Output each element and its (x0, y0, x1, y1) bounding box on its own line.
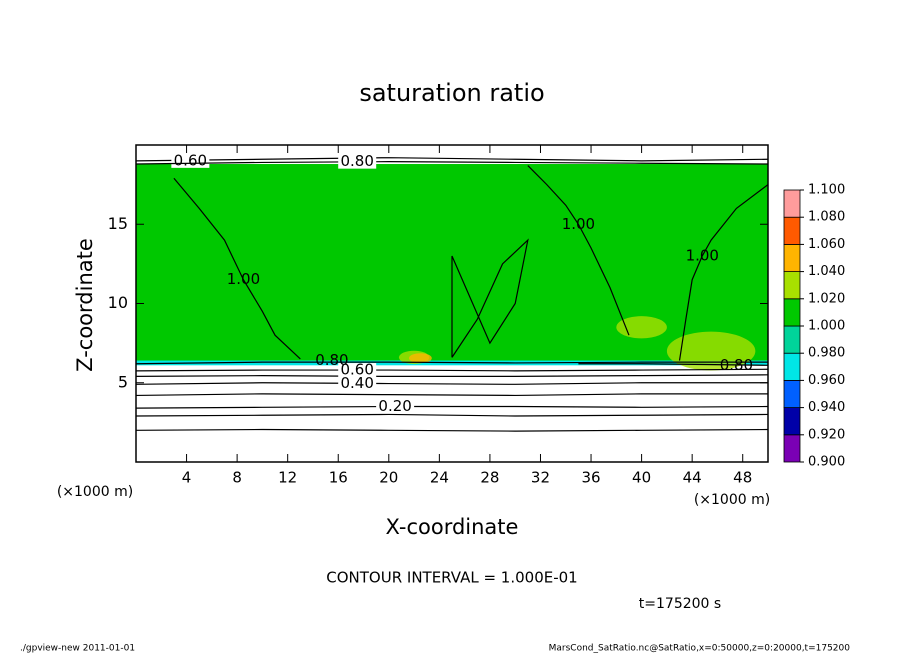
colorbar-band (783, 325, 801, 354)
field-spot (666, 331, 756, 371)
plot-area: 0.200.400.600.80 0.800.60 0.801.001.001.00 (136, 151, 768, 432)
contour-label: 0.60 (340, 361, 373, 379)
contour-label: 0.80 (340, 152, 373, 170)
y-axis-label: Z-coordinate (73, 238, 97, 372)
chart-title: saturation ratio (359, 79, 544, 107)
field-spot (409, 353, 432, 364)
colorbar-tick-label: 0.920 (808, 427, 845, 442)
contour-label: 0.20 (378, 397, 411, 415)
y-tick-label: 10 (108, 293, 128, 312)
x-tick-label: 48 (733, 469, 752, 487)
contour-line (578, 363, 768, 366)
colorbar-band (783, 298, 801, 327)
colorbar-band (783, 407, 801, 436)
contour-line (136, 368, 768, 372)
colorbar-band (783, 271, 801, 300)
contour-line (451, 238, 529, 358)
x-tick-label: 32 (531, 469, 550, 487)
contour-line (678, 184, 768, 361)
footer: ./gpview-new 2011-01-01 (20, 644, 135, 654)
contour-line (173, 177, 301, 360)
colorbar-band (783, 216, 801, 245)
x-unit-label: (×1000 m) (694, 492, 770, 508)
contour-line (136, 405, 768, 409)
field-spot (616, 316, 667, 339)
colorbar-band (783, 243, 801, 272)
contour-label-bg (171, 153, 210, 168)
contour-line (136, 413, 768, 417)
contour-label-bg (338, 363, 377, 378)
colorbar-tick-label: 1.000 (808, 319, 845, 334)
colorbar-tick-label: 0.900 (808, 455, 845, 470)
contour-line (136, 374, 768, 378)
colorbar-band (783, 434, 801, 463)
x-tick-label: 40 (632, 469, 651, 487)
x-tick-label: 24 (430, 469, 449, 487)
colorbar-tick-label: 0.940 (808, 400, 845, 415)
contour-label: 1.00 (562, 215, 595, 233)
contour-label-bg (338, 154, 377, 169)
x-unit-label: (×1000 m) (57, 484, 133, 500)
colorbar-tick-label: 1.100 (808, 183, 845, 198)
contour-label: 1.00 (227, 270, 260, 288)
x-tick-label: 8 (232, 469, 242, 487)
contour-line (527, 165, 630, 336)
footer: MarsCond_SatRatio.nc@SatRatio,x=0:50000,… (549, 644, 851, 654)
colorbar-band (783, 189, 801, 218)
contour-label: 0.60 (174, 151, 207, 169)
x-tick-label: 4 (182, 469, 192, 487)
contour-label: 0.40 (340, 374, 373, 392)
contour-label: 0.80 (720, 356, 753, 374)
colorbar-tick-label: 0.980 (808, 346, 845, 361)
annotation: t=175200 s (639, 596, 721, 612)
x-tick-label: 28 (480, 469, 499, 487)
x-tick-label: 12 (278, 469, 297, 487)
contour-line (136, 382, 768, 385)
colorbar-band (783, 352, 801, 381)
x-tick-label: 20 (379, 469, 398, 487)
x-axis-label: X-coordinate (386, 515, 519, 539)
y-tick-label: 15 (108, 214, 128, 233)
contour-line (136, 428, 768, 432)
contour-line (136, 361, 768, 365)
x-tick-label: 36 (581, 469, 600, 487)
colorbar-tick-label: 1.020 (808, 291, 845, 306)
contour-label-bg (338, 376, 377, 391)
annotation: CONTOUR INTERVAL = 1.000E-01 (326, 569, 577, 587)
contour-label-bg (376, 399, 415, 414)
contour-label: 0.80 (315, 351, 348, 369)
colorbar-tick-label: 1.040 (808, 264, 845, 279)
contour-line (136, 157, 768, 162)
x-tick-label: 16 (329, 469, 348, 487)
contour-label: 1.00 (686, 246, 719, 264)
contour-line (136, 393, 768, 397)
colorbar-tick-label: 1.080 (808, 210, 845, 225)
colorbar-tick-label: 0.960 (808, 373, 845, 388)
colorbar-band (783, 379, 801, 408)
colorbar-tick-label: 1.060 (808, 237, 845, 252)
contour-line (136, 161, 768, 165)
x-tick-label: 44 (683, 469, 702, 487)
y-tick-label: 5 (118, 372, 128, 391)
